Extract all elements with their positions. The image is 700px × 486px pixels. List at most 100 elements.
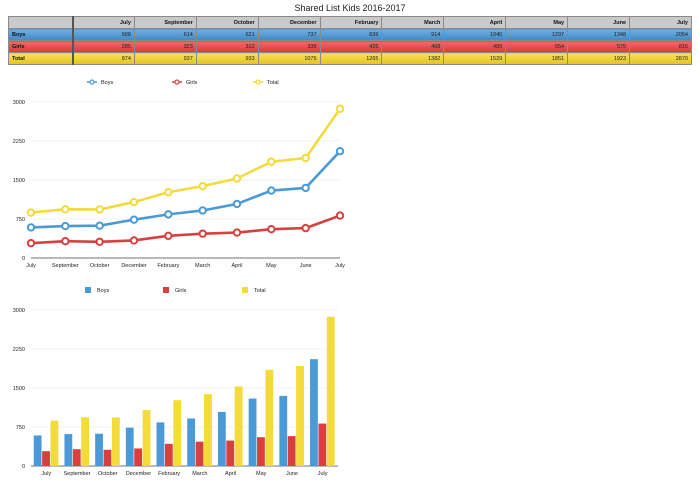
data-point: [301, 223, 310, 233]
column-header[interactable]: July: [629, 16, 692, 29]
data-point: [95, 221, 104, 230]
table-cell[interactable]: 2870: [629, 52, 692, 65]
table-header-row: July September October December February…: [8, 16, 692, 29]
bar: [50, 420, 59, 466]
table-cell[interactable]: 554: [505, 40, 569, 53]
data-point: [198, 229, 207, 238]
table-row-boys: Boys 588 614 621 737 839 914 1040 1297 1…: [8, 28, 692, 41]
column-header[interactable]: July: [72, 16, 135, 29]
series-line: [30, 150, 341, 229]
table-corner-cell: [8, 16, 74, 29]
legend-label: Total: [267, 80, 279, 86]
column-header[interactable]: April: [443, 16, 507, 29]
table-cell[interactable]: 1348: [567, 28, 631, 41]
table-cell[interactable]: 1382: [381, 52, 445, 65]
table-cell[interactable]: 338: [257, 40, 321, 53]
column-header[interactable]: September: [133, 16, 197, 29]
data-point: [164, 231, 173, 241]
bar: [296, 366, 304, 466]
x-tick-label: October: [98, 471, 118, 477]
table-cell[interactable]: 1297: [505, 28, 569, 41]
x-tick-label: March: [192, 471, 207, 477]
y-tick-label: 750: [16, 217, 25, 223]
table-cell[interactable]: 933: [195, 52, 259, 65]
bar: [134, 448, 143, 466]
table-cell[interactable]: 312: [195, 40, 259, 53]
y-tick-label: 3000: [13, 100, 25, 106]
bar: [95, 433, 103, 466]
row-label[interactable]: Girls: [8, 40, 74, 53]
table-cell[interactable]: 737: [257, 28, 321, 41]
x-tick-label: April: [225, 471, 236, 477]
data-point: [61, 237, 70, 246]
x-tick-label: February: [157, 263, 179, 269]
y-tick-label: 3000: [13, 308, 25, 314]
table-cell[interactable]: 1265: [319, 52, 383, 65]
bar: [279, 395, 288, 466]
table-cell[interactable]: 914: [381, 28, 445, 41]
data-point: [232, 199, 242, 209]
legend-marker: [85, 287, 91, 293]
table-cell[interactable]: 468: [381, 40, 445, 53]
table-cell[interactable]: 937: [133, 52, 197, 65]
bar: [287, 436, 296, 466]
table-cell[interactable]: 588: [72, 28, 135, 41]
row-label[interactable]: Boys: [8, 28, 74, 41]
data-point: [335, 211, 345, 220]
legend-marker: [242, 287, 248, 293]
y-tick-label: 2250: [13, 347, 25, 353]
x-tick-label: July: [26, 263, 36, 269]
x-tick-label: June: [286, 471, 298, 477]
table-cell[interactable]: 1923: [567, 52, 631, 65]
x-tick-label: September: [64, 471, 91, 477]
table-cell[interactable]: 489: [443, 40, 507, 53]
bar: [204, 394, 212, 466]
column-header[interactable]: May: [505, 16, 569, 29]
data-point: [301, 183, 310, 193]
column-header[interactable]: February: [319, 16, 383, 29]
legend-label: Girls: [186, 80, 198, 86]
row-label[interactable]: Total: [8, 52, 74, 65]
bar: [42, 451, 50, 466]
y-tick-label: 2250: [13, 139, 25, 145]
legend-label: Total: [254, 288, 266, 294]
column-header[interactable]: June: [567, 16, 631, 29]
table-cell[interactable]: 614: [133, 28, 197, 41]
bar: [72, 449, 81, 466]
x-tick-label: June: [300, 263, 312, 269]
data-point: [267, 157, 276, 166]
data-point: [267, 186, 276, 195]
table-cell[interactable]: 2054: [629, 28, 692, 41]
table-cell[interactable]: 323: [133, 40, 197, 53]
table-cell[interactable]: 1075: [257, 52, 321, 65]
column-header[interactable]: March: [381, 16, 445, 29]
bar: [195, 441, 204, 466]
x-tick-label: December: [121, 263, 147, 269]
y-tick-label: 0: [22, 464, 25, 470]
y-tick-label: 1500: [13, 178, 25, 184]
table-cell[interactable]: 426: [319, 40, 383, 53]
table-cell[interactable]: 1851: [505, 52, 569, 65]
table-cell[interactable]: 874: [72, 52, 135, 65]
bar: [111, 417, 120, 466]
data-point: [301, 153, 310, 163]
table-cell[interactable]: 839: [319, 28, 383, 41]
table-cell[interactable]: 285: [72, 40, 135, 53]
table-cell[interactable]: 1529: [443, 52, 507, 65]
column-header[interactable]: October: [195, 16, 259, 29]
bar: [81, 417, 90, 466]
data-point: [129, 197, 139, 207]
data-table: July September October December February…: [8, 16, 692, 65]
bar-chart: 0 750 1500 2250 3000 Boys Girls Total July Septem…: [13, 287, 338, 477]
data-point: [95, 237, 104, 246]
table-cell[interactable]: 816: [629, 40, 692, 53]
table-cell[interactable]: 575: [567, 40, 631, 53]
x-tick-label: December: [126, 471, 152, 477]
page-title: Shared List Kids 2016-2017: [294, 3, 406, 13]
table-cell[interactable]: 621: [195, 28, 259, 41]
table-cell[interactable]: 1040: [443, 28, 507, 41]
x-tick-label: May: [266, 263, 277, 269]
x-tick-label: July: [335, 263, 345, 269]
x-tick-label: September: [52, 263, 79, 269]
column-header[interactable]: December: [257, 16, 321, 29]
